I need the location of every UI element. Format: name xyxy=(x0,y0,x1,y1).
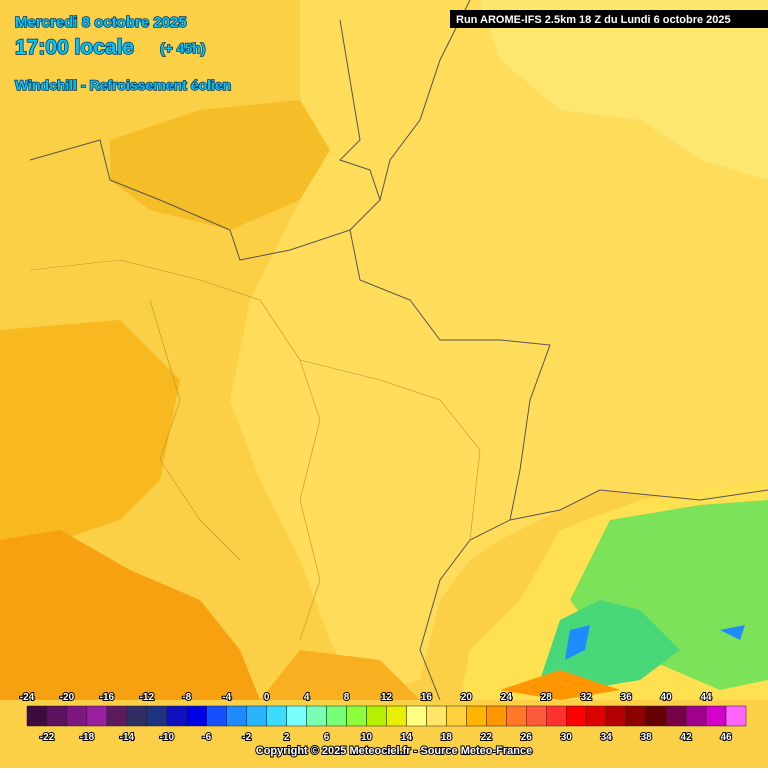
legend-swatch xyxy=(685,705,707,727)
legend-swatch xyxy=(246,705,267,727)
region-borders xyxy=(29,259,481,641)
parameter-name: Windchill - Refroissement éolien xyxy=(15,77,231,93)
forecast-date: Mercredi 8 octobre 2025 xyxy=(15,14,187,31)
legend-swatch xyxy=(585,705,607,727)
legend-label: 38 xyxy=(641,732,653,743)
legend-label: -24 xyxy=(20,692,35,703)
alps-green xyxy=(540,600,680,690)
legend-label: 22 xyxy=(481,732,493,743)
legend-label: 6 xyxy=(324,732,330,743)
legend-label: 42 xyxy=(681,732,693,743)
legend-swatch xyxy=(406,705,427,727)
legend-label: 24 xyxy=(501,692,513,703)
color-legend: -24-22-20-18-16-14-12-10-8-6-4-202468101… xyxy=(19,691,747,744)
country-borders xyxy=(29,0,768,701)
legend-label: 36 xyxy=(621,692,633,703)
legend-swatch xyxy=(106,705,128,727)
legend-swatch xyxy=(645,705,667,727)
legend-swatch xyxy=(206,705,227,727)
legend-swatch xyxy=(705,705,727,727)
light-region xyxy=(480,0,768,180)
legend-label: 20 xyxy=(461,692,473,703)
legend-swatch xyxy=(86,705,108,727)
legend-swatch xyxy=(126,705,148,727)
legend-swatch xyxy=(386,705,407,727)
legend-swatch xyxy=(166,705,188,727)
legend-label: -18 xyxy=(80,732,95,743)
legend-swatch xyxy=(605,705,627,727)
legend-swatch xyxy=(46,705,68,727)
legend-label: 4 xyxy=(304,692,310,703)
lead-time: (+ 45h) xyxy=(160,40,206,56)
legend-swatch xyxy=(66,705,88,727)
legend-label: 30 xyxy=(561,732,573,743)
dark-orange-region xyxy=(0,530,260,700)
run-box xyxy=(450,10,768,28)
legend-label: 28 xyxy=(541,692,553,703)
legend-label: 12 xyxy=(381,692,393,703)
legend-swatch xyxy=(506,705,527,727)
legend-label: -22 xyxy=(40,732,55,743)
forecast-time: 17:00 locale xyxy=(15,36,134,59)
legend-label: 16 xyxy=(421,692,433,703)
legend-swatch xyxy=(306,705,327,727)
legend-label: -20 xyxy=(60,692,75,703)
legend-swatch xyxy=(346,705,367,727)
legend-label: -14 xyxy=(120,732,135,743)
legend-swatch xyxy=(625,705,647,727)
legend-label: 2 xyxy=(284,732,290,743)
legend-label: 34 xyxy=(601,732,613,743)
legend-label: 40 xyxy=(661,692,673,703)
copyright: Copyright © 2025 Meteociel.fr - Source M… xyxy=(256,745,532,757)
legend-label: 32 xyxy=(581,692,593,703)
legend-swatch xyxy=(725,705,747,727)
legend-swatch xyxy=(286,705,307,727)
legend-swatch xyxy=(466,705,487,727)
legend-swatch xyxy=(266,705,287,727)
orange-region xyxy=(260,650,420,700)
legend-swatch xyxy=(546,705,567,727)
legend-swatch xyxy=(665,705,687,727)
legend-label: 26 xyxy=(521,732,533,743)
alps-cold xyxy=(565,625,745,660)
legend-label: -16 xyxy=(100,692,115,703)
legend-swatch xyxy=(366,705,387,727)
legend-label: 0 xyxy=(264,692,270,703)
legend-swatch xyxy=(486,705,507,727)
legend-swatch xyxy=(186,705,207,727)
run-info: Run AROME-IFS 2.5km 18 Z du Lundi 6 octo… xyxy=(456,14,731,26)
legend-label: -6 xyxy=(202,732,211,743)
legend-label: 18 xyxy=(441,732,453,743)
legend-label: 14 xyxy=(401,732,413,743)
legend-label: -2 xyxy=(242,732,251,743)
legend-label: -10 xyxy=(160,732,175,743)
legend-swatch xyxy=(446,705,467,727)
legend-swatch xyxy=(426,705,447,727)
legend-label: 44 xyxy=(700,692,712,703)
legend-swatch xyxy=(526,705,547,727)
legend-label: -4 xyxy=(222,692,231,703)
legend-swatch xyxy=(26,705,48,727)
legend-label: 46 xyxy=(720,732,732,743)
legend-swatch xyxy=(326,705,347,727)
legend-label: -8 xyxy=(182,692,191,703)
legend-swatch xyxy=(566,705,587,727)
po-valley xyxy=(500,670,620,700)
legend-swatch xyxy=(226,705,247,727)
legend-label: -12 xyxy=(140,692,155,703)
lighter-region xyxy=(230,0,768,700)
orange-region xyxy=(110,100,330,230)
legend-label: 10 xyxy=(361,732,373,743)
orange-region xyxy=(0,320,180,540)
legend-label: 8 xyxy=(344,692,350,703)
legend-swatch xyxy=(146,705,168,727)
